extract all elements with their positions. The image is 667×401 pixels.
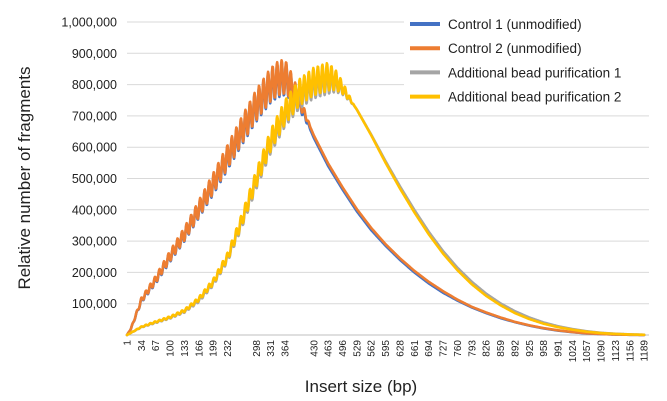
legend: Control 1 (unmodified) Control 2 (unmodif… (404, 9, 658, 112)
x-tick-label: 727 (439, 340, 450, 357)
y-tick-label: 1,000,000 (61, 16, 117, 30)
x-tick-label: 958 (539, 340, 550, 357)
x-tick-label: 496 (338, 340, 349, 357)
x-tick-label: 1 (123, 340, 134, 346)
x-tick-label: 34 (137, 340, 148, 352)
x-tick-label: 760 (453, 340, 464, 357)
legend-label: Control 2 (unmodified) (448, 41, 582, 56)
y-tick-label: 700,000 (72, 109, 117, 123)
x-tick-label: 430 (309, 340, 320, 357)
x-tick-label: 925 (525, 340, 536, 357)
y-tick-labels: 100,000 200,000 300,000 400,000 500,000 600,0… (61, 16, 117, 312)
x-tick-label: 100 (166, 340, 177, 357)
x-axis-title: Insert size (bp) (305, 377, 417, 396)
x-tick-label: 331 (266, 340, 277, 357)
y-tick-label: 900,000 (72, 47, 117, 61)
x-tick-label: 133 (180, 340, 191, 357)
y-tick-label: 600,000 (72, 141, 117, 155)
x-tick-label: 199 (209, 340, 220, 357)
legend-label: Additional bead purification 2 (448, 90, 621, 105)
x-tick-labels: 1 34 67 100 133 166 199 232 298 331 364 430 463 496 52… (123, 340, 651, 363)
legend-label: Additional bead purification 1 (448, 65, 621, 80)
x-tick-label: 232 (223, 340, 234, 357)
x-tick-label: 793 (467, 340, 478, 357)
x-tick-label: 628 (395, 340, 406, 357)
x-tick-label: 1156 (625, 340, 636, 362)
x-tick-label: 463 (324, 340, 335, 357)
y-tick-label: 800,000 (72, 78, 117, 92)
x-tick-label: 562 (367, 340, 378, 357)
x-tick-label: 1123 (611, 340, 622, 362)
y-tick-label: 100,000 (72, 297, 117, 311)
x-tick-label: 1090 (597, 340, 608, 363)
y-tick-label: 200,000 (72, 266, 117, 280)
x-tick-label: 529 (352, 340, 363, 357)
y-axis-title: Relative number of fragments (15, 67, 34, 290)
x-tick-label: 1057 (582, 340, 593, 363)
y-tick-label: 300,000 (72, 235, 117, 249)
x-tick-label: 364 (281, 340, 292, 357)
x-tick-label: 595 (381, 340, 392, 357)
x-tick-label: 1189 (640, 340, 651, 362)
x-tick-label: 892 (510, 340, 521, 357)
y-tick-label: 500,000 (72, 172, 117, 186)
y-tick-label: 400,000 (72, 203, 117, 217)
x-tick-label: 298 (252, 340, 263, 357)
x-tick-label: 694 (424, 340, 435, 357)
x-tick-label: 166 (194, 340, 205, 357)
x-tick-label: 859 (496, 340, 507, 357)
x-tick-label: 826 (482, 340, 493, 357)
x-tick-label: 67 (151, 340, 162, 352)
x-tick-label: 991 (554, 340, 565, 357)
legend-label: Control 1 (unmodified) (448, 17, 582, 32)
x-tick-label: 1024 (568, 340, 579, 363)
x-tick-label: 661 (410, 340, 421, 357)
